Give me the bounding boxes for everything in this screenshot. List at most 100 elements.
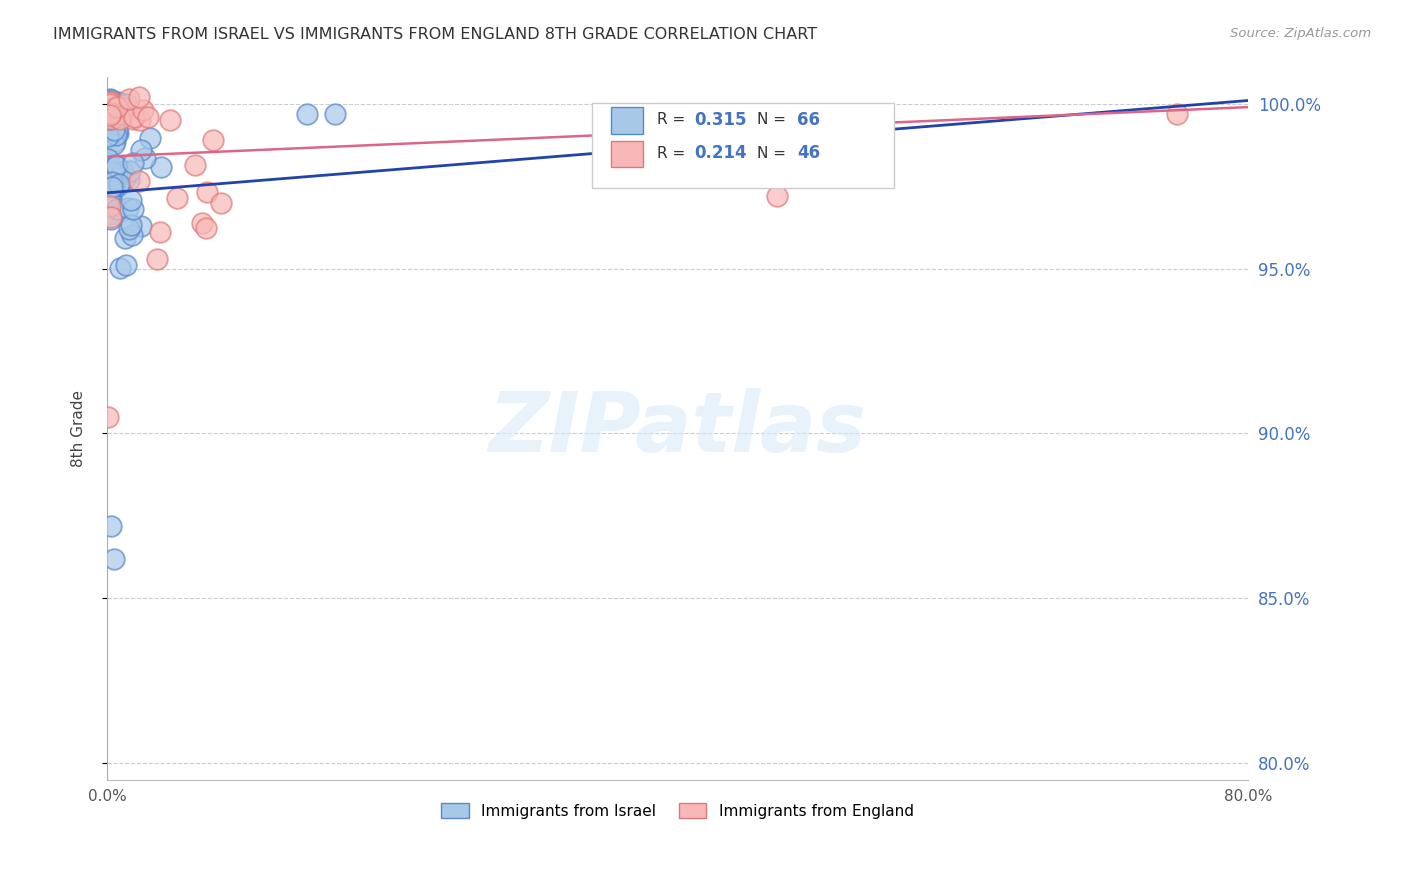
Point	[98, 95, 121, 109]
Y-axis label: 8th Grade: 8th Grade	[72, 390, 86, 467]
Point	[97, 102, 120, 116]
Point	[105, 166, 128, 180]
Point	[111, 110, 134, 124]
Point	[117, 201, 139, 215]
Point	[766, 189, 789, 203]
Point	[103, 551, 125, 566]
Point	[97, 152, 120, 166]
Point	[97, 129, 120, 144]
Point	[129, 113, 152, 128]
Point	[118, 92, 141, 106]
Text: 46: 46	[797, 145, 821, 162]
Point	[134, 152, 156, 166]
Point	[118, 222, 141, 236]
Point	[105, 202, 128, 216]
Point	[108, 112, 131, 126]
Point	[98, 188, 121, 202]
Point	[104, 134, 127, 148]
Point	[101, 165, 124, 179]
Point	[98, 110, 121, 124]
Point	[120, 164, 142, 178]
Point	[201, 133, 224, 147]
Point	[100, 210, 122, 224]
Point	[100, 93, 122, 107]
Point	[114, 101, 136, 115]
Point	[103, 137, 125, 152]
Point	[139, 131, 162, 145]
Point	[166, 191, 188, 205]
Text: IMMIGRANTS FROM ISRAEL VS IMMIGRANTS FROM ENGLAND 8TH GRADE CORRELATION CHART: IMMIGRANTS FROM ISRAEL VS IMMIGRANTS FRO…	[53, 27, 817, 42]
Point	[100, 112, 122, 127]
Point	[114, 231, 136, 245]
Point	[98, 98, 121, 112]
Point	[122, 156, 145, 170]
Point	[108, 95, 131, 110]
Point	[107, 179, 129, 194]
FancyBboxPatch shape	[592, 103, 894, 188]
Point	[98, 95, 121, 109]
Point	[122, 112, 145, 127]
Point	[105, 158, 128, 172]
Point	[195, 221, 218, 235]
Point	[103, 123, 125, 137]
Point	[100, 207, 122, 221]
Point	[159, 112, 181, 127]
Point	[98, 111, 121, 125]
Point	[191, 216, 214, 230]
Legend: Immigrants from Israel, Immigrants from England: Immigrants from Israel, Immigrants from …	[436, 797, 920, 824]
Point	[107, 95, 129, 109]
Point	[97, 409, 120, 424]
Point	[100, 98, 122, 112]
Point	[108, 261, 131, 276]
Point	[1166, 106, 1188, 120]
Point	[146, 252, 169, 266]
Point	[100, 110, 122, 124]
Point	[98, 108, 121, 122]
Point	[118, 173, 141, 187]
Text: R =: R =	[657, 112, 690, 127]
Point	[98, 92, 121, 106]
Point	[111, 107, 134, 121]
Point	[107, 126, 129, 140]
Point	[100, 180, 122, 194]
Point	[114, 171, 136, 186]
Point	[195, 185, 218, 199]
Point	[105, 123, 128, 137]
Text: N =: N =	[758, 112, 792, 127]
Point	[132, 103, 155, 118]
Point	[108, 177, 131, 191]
Point	[98, 97, 121, 112]
Point	[323, 106, 346, 120]
Point	[121, 228, 143, 243]
Point	[97, 161, 120, 175]
Point	[121, 194, 143, 208]
Point	[103, 179, 125, 194]
Point	[128, 174, 150, 188]
Point	[101, 101, 124, 115]
Point	[120, 218, 142, 232]
Text: R =: R =	[657, 145, 690, 161]
Point	[129, 143, 152, 157]
Point	[100, 95, 122, 109]
Point	[101, 175, 124, 189]
Point	[115, 97, 138, 112]
Point	[295, 106, 318, 120]
Point	[105, 159, 128, 173]
Point	[97, 105, 120, 120]
Point	[98, 199, 121, 213]
Point	[100, 195, 122, 210]
Text: 66: 66	[797, 111, 820, 128]
Text: ZIPatlas: ZIPatlas	[489, 388, 866, 469]
Point	[98, 112, 121, 127]
Point	[104, 128, 127, 142]
Point	[150, 160, 173, 174]
Point	[114, 258, 136, 272]
Point	[100, 105, 122, 120]
Point	[184, 158, 207, 172]
Point	[124, 110, 146, 124]
Text: Source: ZipAtlas.com: Source: ZipAtlas.com	[1230, 27, 1371, 40]
Text: 0.214: 0.214	[695, 145, 747, 162]
Point	[149, 226, 172, 240]
Point	[131, 219, 153, 233]
Point	[100, 96, 122, 111]
